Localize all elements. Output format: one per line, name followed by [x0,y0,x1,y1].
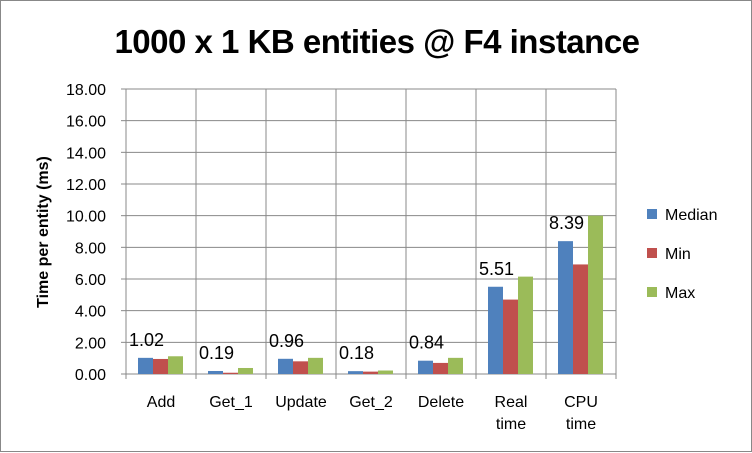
bar-max [518,276,533,374]
x-tick-label: Get_2 [349,394,393,411]
bar-min [153,358,168,374]
bar-median [138,357,153,374]
bar-min [573,264,588,374]
legend-label: Max [665,285,695,302]
x-tick-label: Delete [418,394,464,411]
bar-min [503,299,518,374]
legend-swatch-median [647,209,657,219]
data-label: 0.84 [409,333,444,353]
bar-median [558,241,573,374]
bar-max [168,356,183,374]
y-tick-label: 18.00 [66,82,106,99]
bar-max [588,215,603,374]
bar-max [448,357,463,374]
bar-median [208,370,223,374]
x-tick-label: time [496,416,526,433]
x-tick-label: time [566,416,596,433]
data-label: 5.51 [479,259,514,279]
legend-swatch-min [647,248,657,258]
y-tick-label: 12.00 [66,177,106,194]
x-tick-label: Get_1 [209,394,253,411]
legend-swatch-max [647,287,657,297]
y-tick-label: 8.00 [75,240,106,257]
y-tick-label: 16.00 [66,114,106,131]
data-label: 0.19 [199,343,234,363]
y-tick-label: 0.00 [75,367,106,384]
x-tick-label: Update [275,394,327,411]
bar-min [363,371,378,374]
bar-min [223,372,238,374]
bar-max [238,367,253,374]
legend-label: Min [665,246,691,263]
bar-min [433,362,448,374]
bar-max [378,370,393,374]
bar-max [308,357,323,374]
y-tick-label: 2.00 [75,335,106,352]
y-tick-label: 4.00 [75,304,106,321]
y-tick-label: 6.00 [75,272,106,289]
bar-median [278,358,293,374]
bar-median [348,371,363,374]
chart-title: 1000 x 1 KB entities @ F4 instance [114,23,640,60]
bar-min [293,361,308,374]
x-tick-label: Add [147,394,175,411]
y-tick-label: 10.00 [66,209,106,226]
bar-median [418,360,433,374]
bar-median [488,286,503,374]
y-axis-title: Time per entity (ms) [35,156,52,308]
x-tick-label: CPU [564,394,598,411]
y-tick-label: 14.00 [66,145,106,162]
data-label: 0.18 [339,343,374,363]
x-tick-label: Real [495,394,528,411]
data-label: 8.39 [549,213,584,233]
legend-label: Median [665,207,717,224]
data-label: 0.96 [269,331,304,351]
data-label: 1.02 [129,330,164,350]
